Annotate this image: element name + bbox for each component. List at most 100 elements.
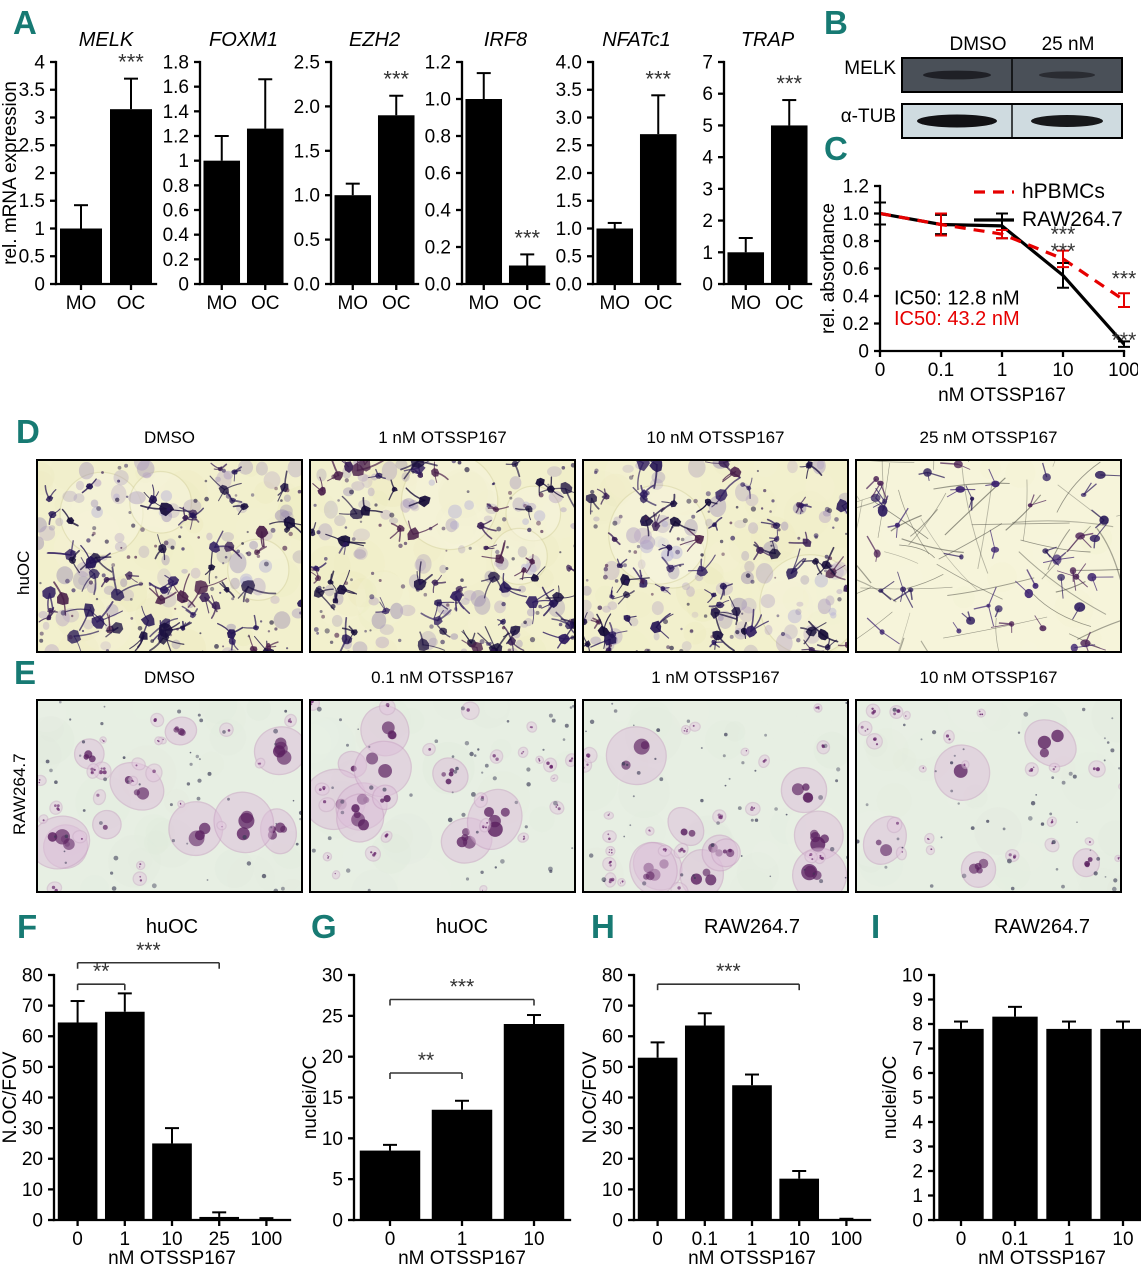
svg-text:0.6: 0.6 <box>843 259 869 280</box>
svg-text:1: 1 <box>702 243 713 264</box>
svg-text:nM OTSSP167: nM OTSSP167 <box>938 385 1066 406</box>
svg-text:0: 0 <box>875 360 886 381</box>
svg-text:IRF8: IRF8 <box>484 29 527 51</box>
svg-text:1: 1 <box>747 1229 758 1250</box>
svg-text:IC50: 12.8 nM: IC50: 12.8 nM <box>894 287 1020 309</box>
svg-text:0.2: 0.2 <box>163 250 189 271</box>
svg-text:80: 80 <box>22 965 43 986</box>
svg-text:25 nM: 25 nM <box>1042 34 1095 55</box>
svg-text:0: 0 <box>612 1210 623 1231</box>
svg-text:1: 1 <box>457 1229 468 1250</box>
svg-text:nuclei/OC: nuclei/OC <box>300 1056 321 1139</box>
svg-text:1: 1 <box>997 360 1008 381</box>
svg-text:25: 25 <box>209 1229 230 1250</box>
svg-text:1.0: 1.0 <box>425 89 451 110</box>
svg-text:RAW264.7: RAW264.7 <box>1022 208 1123 231</box>
svg-text:1: 1 <box>1064 1229 1075 1250</box>
svg-text:0.1: 0.1 <box>1002 1229 1028 1250</box>
svg-text:5: 5 <box>332 1170 343 1191</box>
svg-text:40: 40 <box>602 1088 623 1109</box>
svg-text:3.5: 3.5 <box>556 80 582 101</box>
svg-text:MO: MO <box>337 293 368 314</box>
svg-text:10: 10 <box>602 1180 623 1201</box>
svg-text:MO: MO <box>730 293 761 314</box>
svg-text:1.0: 1.0 <box>294 186 320 207</box>
svg-text:0: 0 <box>956 1229 967 1250</box>
svg-text:10: 10 <box>902 965 923 986</box>
svg-text:TRAP: TRAP <box>741 29 795 51</box>
svg-text:DMSO: DMSO <box>950 34 1007 55</box>
svg-text:nuclei/OC: nuclei/OC <box>880 1056 901 1139</box>
svg-text:20: 20 <box>322 1047 343 1068</box>
svg-text:0.5: 0.5 <box>294 230 320 251</box>
svg-text:**: ** <box>418 1049 434 1072</box>
svg-text:10: 10 <box>22 1180 43 1201</box>
svg-text:7: 7 <box>912 1039 923 1060</box>
svg-text:MO: MO <box>468 293 499 314</box>
svg-text:hPBMCs: hPBMCs <box>1022 180 1105 203</box>
svg-text:0: 0 <box>178 274 189 295</box>
svg-text:MELK: MELK <box>844 58 896 79</box>
svg-text:10: 10 <box>161 1229 182 1250</box>
svg-text:0.4: 0.4 <box>163 225 190 246</box>
svg-text:RAW264.7: RAW264.7 <box>994 916 1090 938</box>
svg-text:100: 100 <box>1108 360 1138 381</box>
svg-text:10: 10 <box>789 1229 810 1250</box>
svg-text:1.5: 1.5 <box>19 191 45 212</box>
svg-text:***: *** <box>1112 329 1137 352</box>
svg-text:RAW264.7: RAW264.7 <box>704 916 800 938</box>
svg-text:IC50: 43.2 nM: IC50: 43.2 nM <box>894 308 1020 330</box>
svg-text:0.1: 0.1 <box>692 1229 718 1250</box>
svg-text:0.4: 0.4 <box>843 286 870 307</box>
svg-text:6: 6 <box>912 1063 923 1084</box>
svg-text:rel. mRNA expression: rel. mRNA expression <box>0 81 21 265</box>
svg-text:0.6: 0.6 <box>163 200 189 221</box>
svg-text:1: 1 <box>120 1229 131 1250</box>
svg-text:1.8: 1.8 <box>163 52 189 73</box>
svg-text:0: 0 <box>72 1229 83 1250</box>
svg-text:OC: OC <box>644 293 673 314</box>
svg-text:0: 0 <box>652 1229 663 1250</box>
svg-text:***: *** <box>514 225 540 250</box>
svg-text:5: 5 <box>912 1088 923 1109</box>
svg-text:30: 30 <box>22 1119 43 1140</box>
svg-text:1.4: 1.4 <box>163 102 190 123</box>
svg-text:15: 15 <box>322 1088 343 1109</box>
svg-text:0: 0 <box>858 341 869 362</box>
svg-text:0: 0 <box>34 274 45 295</box>
svg-text:3.5: 3.5 <box>19 80 45 101</box>
svg-text:***: *** <box>645 66 671 91</box>
svg-text:0: 0 <box>912 1210 923 1231</box>
svg-text:0.0: 0.0 <box>556 274 582 295</box>
svg-text:5: 5 <box>702 116 713 137</box>
svg-text:OC: OC <box>251 293 280 314</box>
svg-text:***: *** <box>716 960 741 983</box>
svg-text:8: 8 <box>912 1014 923 1035</box>
svg-text:1: 1 <box>912 1186 923 1207</box>
svg-text:rel. absorbance: rel. absorbance <box>818 203 839 334</box>
svg-text:10: 10 <box>1112 1229 1133 1250</box>
svg-text:0.6: 0.6 <box>425 163 451 184</box>
svg-text:70: 70 <box>602 996 623 1017</box>
svg-text:**: ** <box>93 960 109 983</box>
svg-text:0: 0 <box>702 274 713 295</box>
svg-text:***: *** <box>1112 267 1137 290</box>
svg-text:N.OC/FOV: N.OC/FOV <box>580 1051 601 1143</box>
svg-text:nM OTSSP167: nM OTSSP167 <box>108 1248 236 1269</box>
svg-text:***: *** <box>776 71 802 96</box>
svg-text:10: 10 <box>1052 360 1073 381</box>
svg-text:N.OC/FOV: N.OC/FOV <box>0 1051 21 1143</box>
svg-text:0: 0 <box>32 1210 43 1231</box>
svg-text:60: 60 <box>22 1027 43 1048</box>
svg-text:nM OTSSP167: nM OTSSP167 <box>978 1248 1106 1269</box>
svg-text:1.0: 1.0 <box>843 204 869 225</box>
svg-text:MELK: MELK <box>79 29 135 51</box>
svg-text:100: 100 <box>251 1229 283 1250</box>
svg-text:α-TUB: α-TUB <box>841 106 896 127</box>
svg-text:9: 9 <box>912 990 923 1011</box>
svg-text:0.8: 0.8 <box>843 231 869 252</box>
svg-text:30: 30 <box>322 965 343 986</box>
svg-text:huOC: huOC <box>146 916 198 938</box>
svg-text:1.6: 1.6 <box>163 77 189 98</box>
svg-text:2.5: 2.5 <box>19 136 45 157</box>
